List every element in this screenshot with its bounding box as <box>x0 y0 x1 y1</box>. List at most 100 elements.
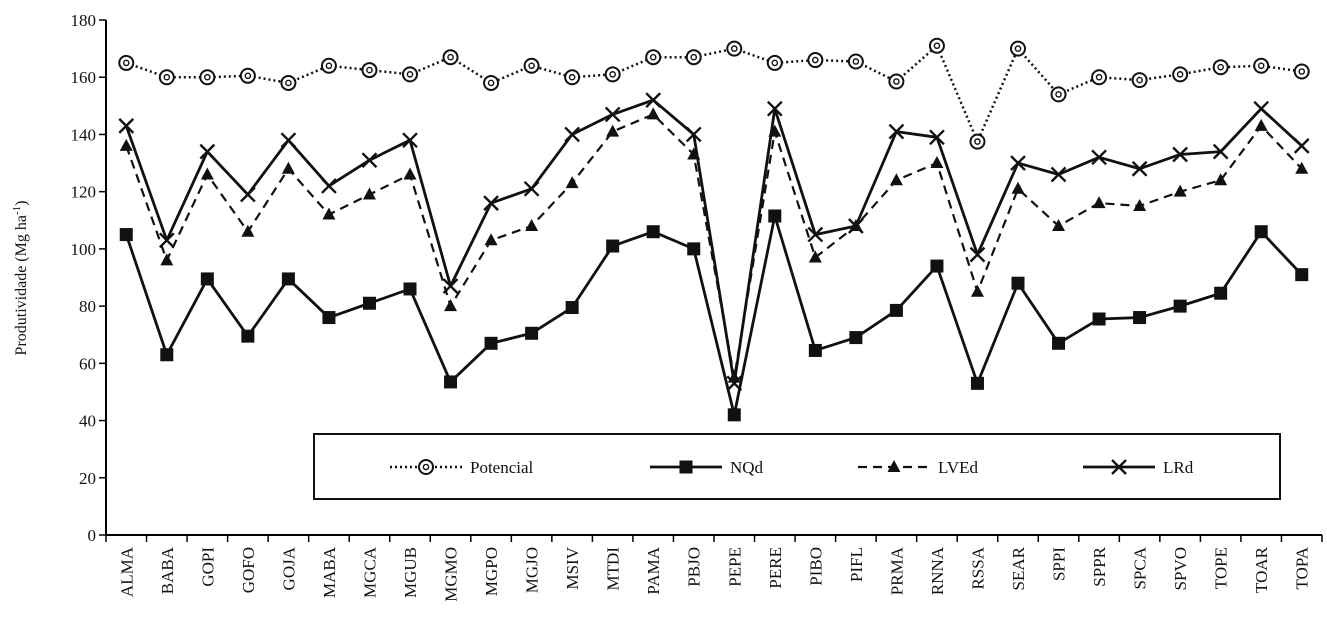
data-point <box>1091 69 1108 86</box>
data-point <box>483 195 499 211</box>
data-point <box>847 53 864 70</box>
data-point <box>523 57 540 74</box>
data-point <box>889 173 903 186</box>
series-line <box>125 113 1303 379</box>
data-point <box>402 132 418 149</box>
data-point <box>1212 143 1229 160</box>
legend-item: Potencial <box>390 458 534 477</box>
data-point <box>807 52 824 69</box>
legend-label: Potencial <box>470 458 534 477</box>
data-point <box>1010 155 1026 171</box>
data-point <box>523 180 540 197</box>
data-point <box>160 348 174 362</box>
data-point <box>200 167 214 180</box>
series-line <box>124 214 1303 417</box>
data-point <box>1131 160 1148 177</box>
data-point <box>484 336 498 350</box>
x-axis-ticks: ALMA BABA GOPI GOFO GOJA MABA MGCA MGUB MGMO MGPO… <box>105 535 1323 602</box>
data-point <box>928 37 945 54</box>
svg-text:Produtividade (Mg ha-1): Produtividade (Mg ha-1) <box>11 201 30 356</box>
data-point <box>118 54 135 71</box>
data-point <box>766 100 783 117</box>
x-tick-label: PRMA <box>887 546 906 595</box>
data-point <box>848 218 864 234</box>
series-lrd <box>118 92 1310 392</box>
data-point <box>199 69 216 86</box>
data-point <box>361 62 378 79</box>
data-point <box>444 299 458 312</box>
data-point <box>1214 173 1228 186</box>
data-point <box>1011 181 1025 194</box>
data-point <box>442 278 459 294</box>
series-lved <box>119 107 1309 383</box>
data-point <box>930 259 944 273</box>
x-tick-label: MTDI <box>604 547 623 591</box>
x-tick-label: RNNA <box>928 546 947 595</box>
y-axis-title-text: Produtividade (Mg ha <box>13 215 30 355</box>
data-point <box>158 69 175 86</box>
legend-label: NQd <box>730 458 764 477</box>
x-tick-label: TOPA <box>1293 546 1312 589</box>
x-tick-label: MGMO <box>442 547 461 602</box>
series-line <box>125 44 1302 143</box>
x-tick-label: PERE <box>766 547 785 589</box>
x-tick-label: PAMA <box>644 546 663 594</box>
data-point <box>280 74 297 91</box>
data-point <box>1010 40 1026 57</box>
data-point <box>888 123 905 140</box>
data-point <box>606 124 620 137</box>
x-tick-label: MGCA <box>360 546 379 598</box>
data-point <box>565 301 579 315</box>
x-tick-label: MGUB <box>401 547 420 598</box>
x-tick-label: RSSA <box>968 546 987 589</box>
data-point <box>807 226 824 243</box>
data-point <box>241 329 255 343</box>
data-point <box>1253 100 1270 117</box>
data-point <box>1214 286 1228 300</box>
series-potencial <box>118 37 1310 150</box>
data-point <box>889 303 903 317</box>
x-tick-label: GOPI <box>198 547 217 587</box>
x-tick-label: GOFO <box>239 547 258 593</box>
data-point <box>239 67 256 84</box>
data-point <box>726 375 743 392</box>
data-point <box>1295 268 1309 282</box>
data-point <box>402 66 418 83</box>
legend-item: NQd <box>650 458 764 477</box>
x-tick-label: SPVO <box>1171 547 1190 590</box>
y-tick-label: 20 <box>79 469 96 488</box>
data-point <box>200 272 214 286</box>
data-point <box>119 228 133 242</box>
data-point <box>1253 57 1270 74</box>
y-axis-title-superscript: -1 <box>11 206 23 215</box>
y-tick-label: 80 <box>79 297 96 316</box>
data-point <box>849 331 863 345</box>
x-tick-label: SPPR <box>1090 546 1109 586</box>
data-point <box>726 40 743 57</box>
x-tick-label: GOJA <box>279 546 298 590</box>
x-tick-label: BABA <box>158 546 177 594</box>
x-tick-label: PIFL <box>847 547 866 582</box>
data-point <box>322 311 336 325</box>
data-point <box>646 107 660 120</box>
legend-item: LVEd <box>858 458 978 477</box>
data-point <box>525 219 539 231</box>
legend-label: LRd <box>1163 458 1194 477</box>
x-tick-label: MGJO <box>523 547 542 593</box>
y-tick-label: 60 <box>79 354 96 373</box>
x-tick-label: MSIV <box>563 546 582 589</box>
data-point <box>685 126 702 143</box>
data-point <box>118 118 135 134</box>
x-tick-label: SEAR <box>1009 546 1028 590</box>
legend-label: LVEd <box>938 458 978 477</box>
data-point <box>727 408 741 422</box>
data-point <box>1131 72 1148 89</box>
data-point <box>525 326 539 340</box>
data-point <box>1173 299 1187 313</box>
data-point <box>240 186 256 203</box>
data-point <box>970 284 984 297</box>
data-point <box>281 161 295 174</box>
x-tick-label: PIBO <box>806 547 825 586</box>
data-point <box>1011 276 1025 290</box>
data-point <box>1212 59 1229 76</box>
